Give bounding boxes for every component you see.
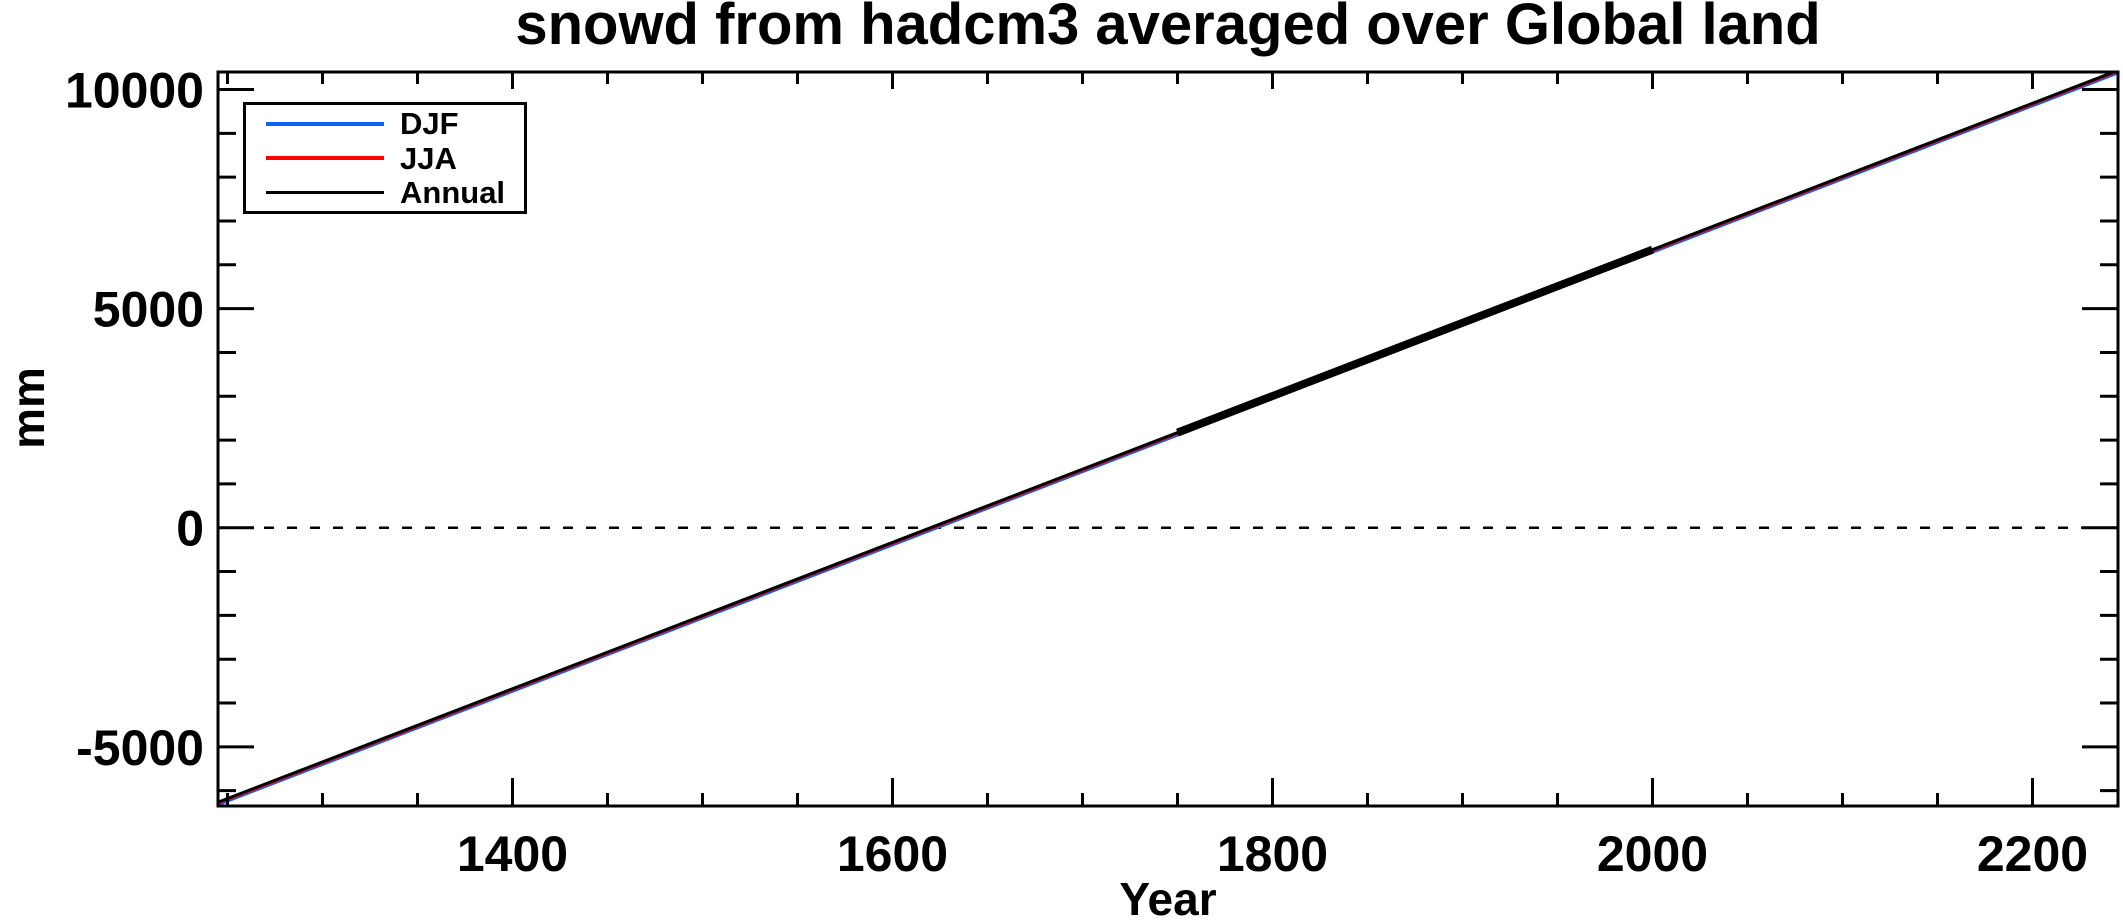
y-tick-label: -5000 <box>76 720 204 776</box>
series-line-annual <box>218 72 2118 804</box>
x-tick-label: 2200 <box>1977 826 2088 882</box>
legend-label: Annual <box>400 174 506 210</box>
y-tick-label: 0 <box>176 501 204 557</box>
y-axis-label: mm <box>2 367 54 449</box>
x-tick-label: 2000 <box>1597 826 1708 882</box>
legend-row: DJF <box>246 108 524 139</box>
legend-line-sample <box>266 190 384 194</box>
y-tick-label: 10000 <box>65 63 204 119</box>
series-group <box>218 72 2118 806</box>
x-tick-label: 1400 <box>457 826 568 882</box>
series-line-annual-bold <box>1176 245 1654 437</box>
y-tick-label: 5000 <box>93 282 204 338</box>
chart-title: snowd from hadcm3 averaged over Global l… <box>515 0 1821 57</box>
legend-row: JJA <box>246 143 524 174</box>
legend-label: JJA <box>400 140 457 176</box>
legend-label: DJF <box>400 106 459 142</box>
x-axis-label: Year <box>1119 873 1217 924</box>
x-tick-label: 1600 <box>837 826 948 882</box>
legend-row: Annual <box>246 177 524 208</box>
legend-line-sample <box>266 156 384 160</box>
legend: DJF JJA Annual <box>243 102 527 214</box>
x-tick-label: 1800 <box>1217 826 1328 882</box>
legend-line-sample <box>266 121 384 126</box>
